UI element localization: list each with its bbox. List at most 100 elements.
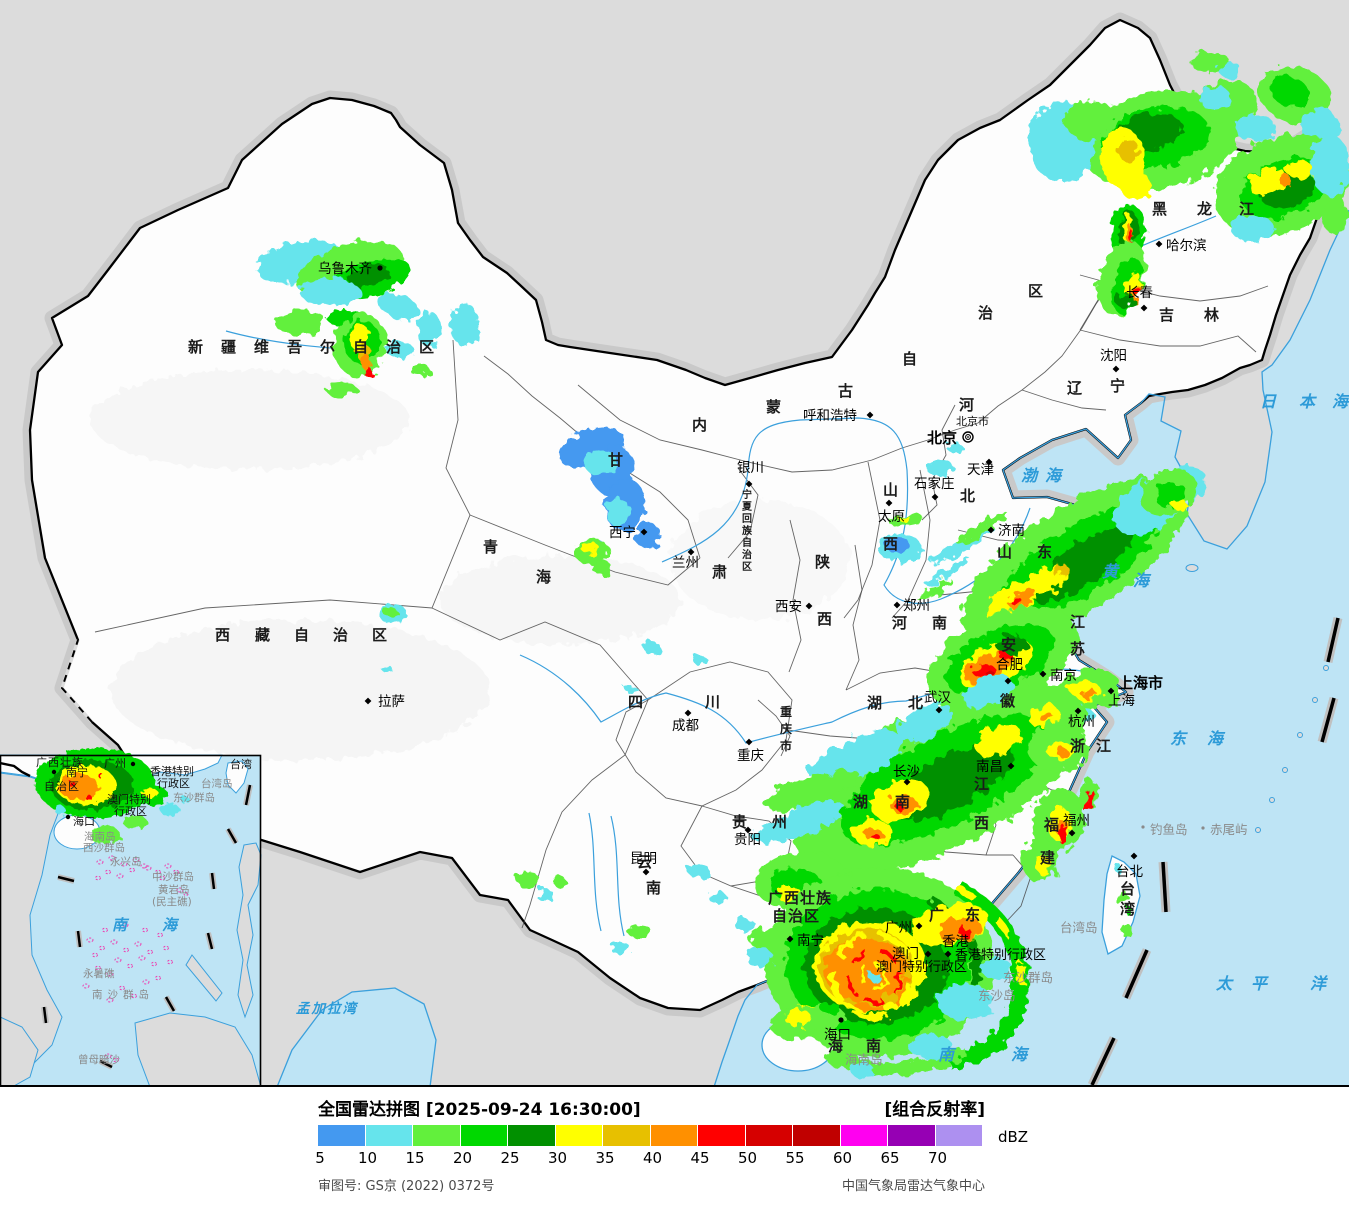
map-label: 维: [254, 338, 270, 356]
echo-southwest: [379, 604, 727, 954]
legend-swatch-30: [555, 1125, 602, 1146]
city-marker-diamond: [744, 826, 752, 834]
legend-colorbar: [318, 1125, 983, 1146]
map-label: 四: [628, 693, 644, 711]
map-label: 上海市: [1118, 674, 1163, 692]
map-label: 治: [742, 548, 752, 561]
map-label: 赤尾屿: [1210, 822, 1248, 837]
map-label: 疆: [221, 338, 237, 356]
city-label: 上海: [1108, 693, 1135, 709]
map-label: 肃: [712, 563, 728, 581]
city-label: 兰州: [672, 555, 699, 571]
city-marker-diamond: [1074, 707, 1082, 715]
city-marker-diamond: [915, 922, 923, 930]
china-weather-radar-map: 新疆维吾尔自治区西藏自治区青海甘肃内蒙古自治区宁夏回族自治区山西河北山东河南陕西…: [0, 0, 1349, 1088]
legend-product-label: [组合反射率]: [884, 1100, 985, 1120]
map-label: 州: [771, 813, 788, 831]
legend-swatch-40: [650, 1125, 697, 1146]
map-label: 古: [838, 382, 854, 400]
reef-marker: [95, 965, 101, 971]
city-marker-dot: [838, 1017, 844, 1023]
city-marker-diamond: [1007, 762, 1015, 770]
map-label: 渤: [1021, 466, 1039, 485]
city-marker-diamond: [924, 950, 932, 958]
map-label: 台湾岛: [1060, 920, 1098, 935]
reef-marker: [134, 941, 142, 947]
map-label: 江: [974, 775, 990, 793]
map-label: 北京市: [956, 414, 989, 428]
map-label: 香港特别: [150, 764, 194, 778]
map-label: 湾: [1120, 900, 1136, 918]
reef-marker: [110, 939, 118, 945]
city-label: 呼和浩特: [803, 408, 857, 424]
map-label: 川: [704, 693, 721, 711]
map-label: 青: [483, 538, 499, 556]
map-label: 苏: [1070, 640, 1086, 658]
map-label: 藏: [255, 626, 271, 644]
reef-marker: [106, 997, 114, 1003]
map-label: 夏: [741, 501, 753, 513]
city-label: 海口: [824, 1027, 851, 1043]
city-label: 西宁: [609, 524, 636, 541]
city-label: 哈尔滨: [1166, 238, 1207, 254]
map-label: 族: [742, 524, 753, 537]
reef-marker: [176, 887, 184, 893]
map-label: 宁: [742, 488, 752, 501]
map-label: 云: [637, 853, 653, 871]
city-label: 南京: [1050, 668, 1077, 684]
map-label: 日: [1260, 392, 1277, 411]
reef-marker: [102, 927, 108, 933]
city-marker-diamond: [687, 548, 695, 556]
city-marker-diamond: [985, 458, 993, 466]
city-label: 太原: [878, 509, 905, 525]
reef-marker: [113, 1057, 119, 1063]
map-label: 区: [372, 626, 388, 644]
map-label: 蒙: [766, 398, 782, 416]
city-marker-diamond: [642, 868, 650, 876]
echo-taiwan: [1115, 863, 1133, 938]
city-marker-diamond: [885, 499, 893, 507]
city-label: 郑州: [903, 598, 930, 614]
map-label: 行政区: [114, 804, 147, 818]
map-label: 西: [215, 626, 231, 644]
city-label: 贵阳: [734, 832, 761, 848]
map-label: 永兴岛: [110, 855, 142, 868]
map-label: 北: [960, 487, 976, 505]
city-label: 北京: [927, 429, 957, 447]
reef-marker: [127, 963, 133, 969]
map-label: 治: [978, 304, 994, 322]
map-label: 尔: [320, 338, 336, 356]
city-label: 西安: [775, 599, 802, 615]
capital-marker-center: [967, 436, 969, 438]
city-label: 昆明: [630, 851, 657, 867]
reef-marker: [95, 875, 101, 881]
ryukyu-islands: [1255, 665, 1329, 833]
city-marker-diamond: [1140, 304, 1148, 312]
map-label: 贵: [732, 813, 748, 831]
legend-swatch-45: [698, 1125, 745, 1146]
terrain-shading: [90, 370, 850, 760]
inset-taiwan: [225, 760, 249, 794]
reef-marker: [116, 873, 124, 879]
map-label: 浙: [1070, 737, 1086, 755]
city-marker-diamond: [745, 480, 753, 488]
map-label: 市: [780, 738, 792, 753]
map-label: 黄岩岛: [158, 883, 190, 896]
map-label: 建: [1040, 849, 1056, 867]
legend-swatch-15: [413, 1125, 460, 1146]
legend-tick-40: 40: [642, 1149, 663, 1167]
reef-marker: [114, 957, 122, 963]
map-label: 黄: [1102, 562, 1120, 581]
legend-tick-20: 20: [452, 1149, 473, 1167]
legend-tick-15: 15: [405, 1149, 425, 1167]
map-label: 东: [965, 906, 981, 924]
reef-marker: [104, 1053, 112, 1059]
map-label: 陕: [815, 553, 831, 571]
boundary-dash-segments: [1087, 617, 1343, 1087]
map-label: 庆: [779, 721, 792, 736]
echo-xinjiang: [255, 240, 479, 397]
city-markers-layer: 乌鲁木齐拉萨西宁兰州银川呼和浩特太原石家庄济南北京天津沈阳长春哈尔滨郑州西安武汉…: [318, 238, 1207, 1043]
map-label: 辽: [1067, 379, 1083, 397]
map-label: 西: [883, 535, 899, 553]
